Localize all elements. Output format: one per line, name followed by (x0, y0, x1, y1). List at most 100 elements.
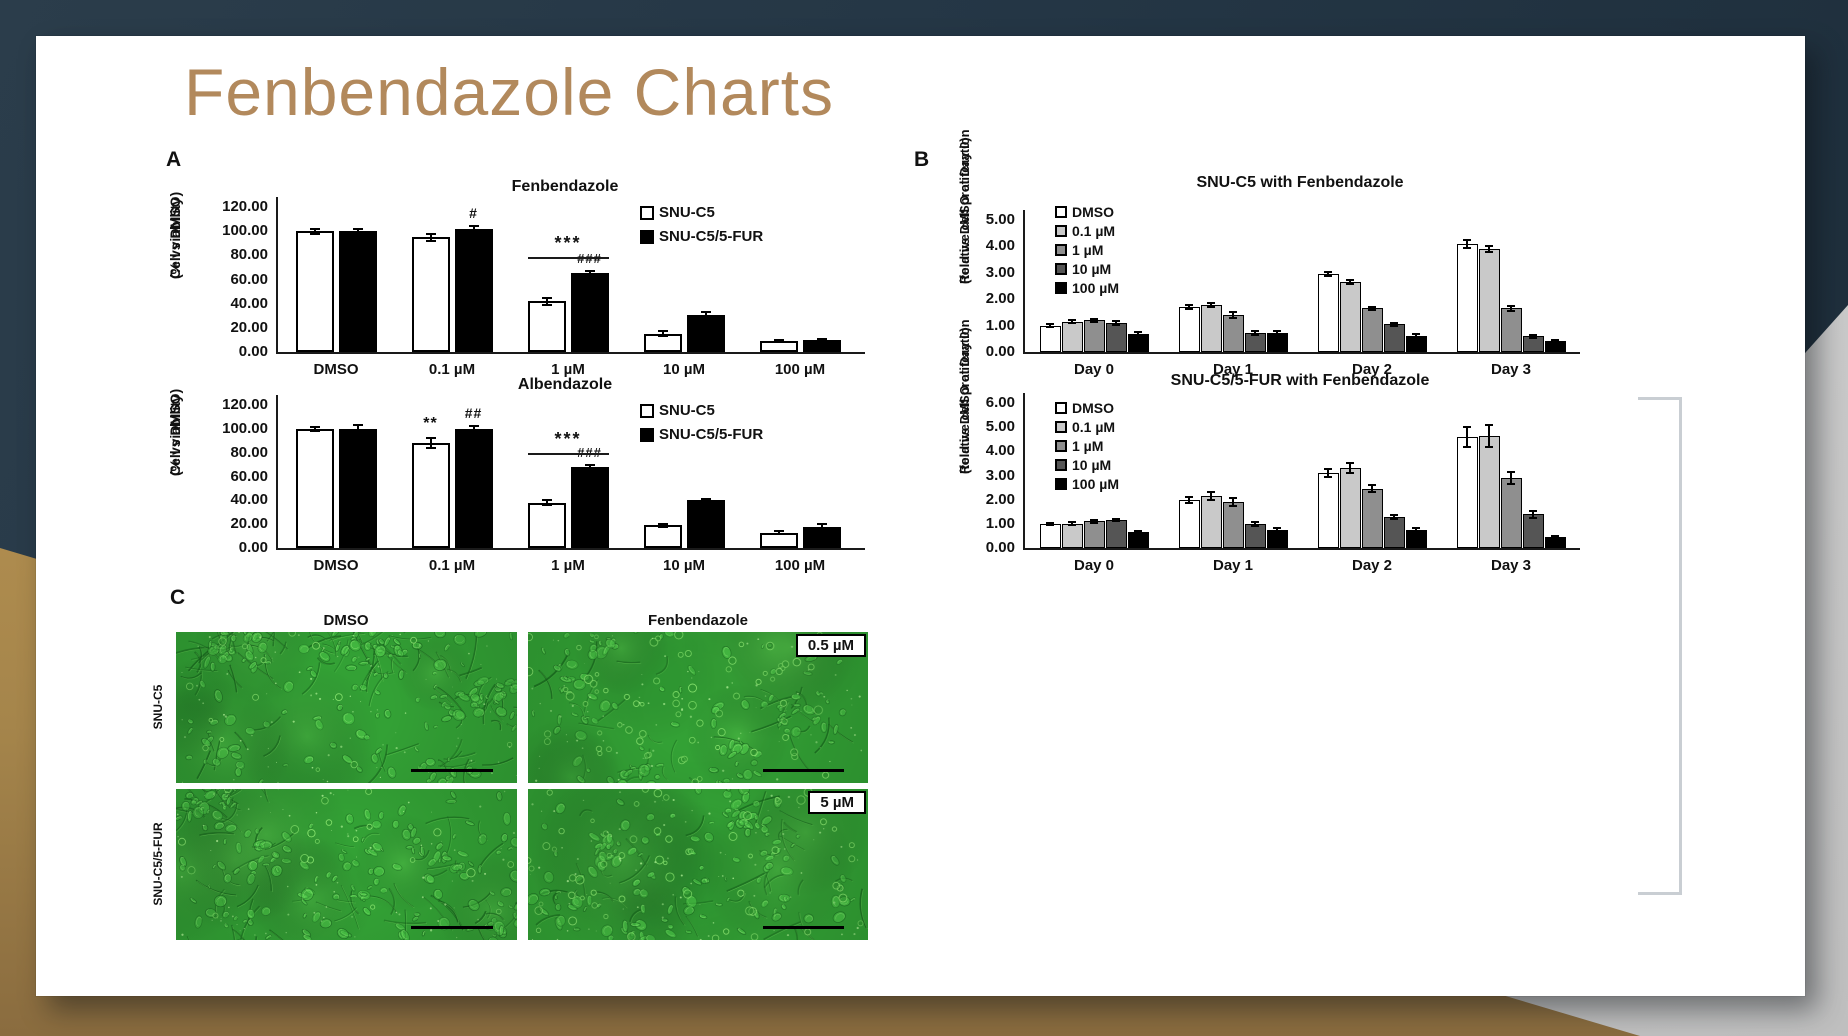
x-category-label: Day 0 (1073, 557, 1115, 574)
error-bar-line (356, 425, 359, 433)
bar-SNU-C5/5-FUR-1 µM (570, 273, 609, 352)
error-bar-line (1188, 305, 1190, 310)
bar-DMSO-Day 3 (1456, 436, 1478, 548)
legend-swatch (640, 229, 654, 244)
error-bar-line (777, 531, 780, 534)
y-tick-label: 3.00 (985, 466, 1015, 484)
error-bar-cap (1529, 333, 1537, 336)
error-bar-cap (584, 270, 595, 273)
y-tick-label: 40.00 (230, 491, 268, 509)
error-bar-cap (773, 341, 784, 344)
error-bar-line (1276, 331, 1278, 335)
bar-SNU-C5-0.1 µM (411, 237, 450, 352)
scale-bar (762, 926, 845, 930)
error-bar-cap (1529, 516, 1537, 519)
legend-label: SNU-C5 (659, 204, 715, 221)
error-bar-cap (309, 429, 320, 432)
error-bar-cap (1412, 530, 1420, 533)
legend-swatch (1055, 206, 1067, 218)
error-bar-line (356, 229, 359, 233)
error-bar-cap (1185, 308, 1193, 311)
error-bar-cap (1324, 275, 1332, 278)
error-bar-cap (352, 431, 363, 434)
legend-label: 10 µM (1072, 457, 1112, 473)
error-bar-line (1093, 519, 1095, 523)
error-bar-cap (657, 330, 668, 333)
x-axis-line (1023, 548, 1580, 550)
error-bar-line (588, 271, 591, 276)
error-bar-cap (1229, 497, 1237, 500)
panel-b-label: B (914, 148, 930, 171)
error-bar-cap (816, 523, 827, 526)
error-bar-line (1415, 334, 1417, 337)
error-bar-line (1554, 339, 1556, 343)
panel-c-col-header-dmso: DMSO (323, 612, 369, 629)
error-bar-cap (1229, 504, 1237, 507)
error-bar-cap (1134, 529, 1142, 532)
panel-a-label: A (166, 148, 182, 171)
error-bar-line (1510, 305, 1512, 312)
error-bar-cap (584, 468, 595, 471)
error-bar-line (1137, 530, 1139, 534)
legend-swatch (1055, 263, 1067, 275)
error-bar-line (1232, 498, 1234, 506)
bar-100 µM-Day 3 (1544, 340, 1566, 352)
micrograph-canvas (528, 632, 868, 783)
error-bar-cap (816, 340, 827, 343)
bar-0.1 µM-Day 2 (1339, 282, 1361, 352)
x-category-label: 1 µM (551, 361, 585, 378)
error-bar-line (1115, 519, 1117, 522)
error-bar-line (313, 427, 316, 431)
x-category-label: Day 1 (1212, 361, 1254, 378)
error-bar-cap (1112, 520, 1120, 523)
error-bar-line (820, 338, 823, 342)
error-bar-cap (1046, 521, 1054, 524)
significance-***: *** (554, 232, 582, 253)
bar-0.1 µM-Day 0 (1061, 523, 1083, 548)
error-bar-cap (1229, 311, 1237, 314)
y-axis-line (1023, 393, 1025, 548)
legend-item-1 µM: 1 µM (1055, 242, 1103, 258)
legend-item-SNU-C5: SNU-C5 (640, 402, 715, 419)
error-bar-cap (1507, 304, 1515, 307)
bar-SNU-C5-10 µM (643, 525, 682, 548)
error-bar-cap (1368, 491, 1376, 494)
error-bar-cap (657, 522, 668, 525)
y-tick-label: 3.00 (985, 263, 1015, 281)
error-bar-cap (1273, 527, 1281, 530)
y-tick-label: 1.00 (985, 514, 1015, 532)
bar-SNU-C5-1 µM (527, 502, 566, 548)
error-bar-cap (816, 527, 827, 530)
y-tick-label: 4.00 (985, 237, 1015, 255)
bar-1 µM-Day 0 (1083, 320, 1105, 352)
scale-bar (762, 769, 845, 773)
legend-swatch (1055, 282, 1067, 294)
y-tick-label: 20.00 (230, 318, 268, 336)
bar-0.1 µM-Day 0 (1061, 321, 1083, 352)
error-bar-cap (773, 532, 784, 535)
error-bar-cap (1507, 482, 1515, 485)
bar-100 µM-Day 1 (1266, 332, 1288, 352)
x-category-label: 0.1 µM (428, 557, 476, 574)
bar-SNU-C5-100 µM (759, 532, 798, 548)
bar-SNU-C5-10 µM (643, 333, 682, 352)
legend-label: 100 µM (1072, 476, 1119, 492)
error-bar-cap (1273, 330, 1281, 333)
error-bar-cap (1112, 518, 1120, 520)
legend-item-DMSO: DMSO (1055, 400, 1114, 416)
bar-10 µM-Day 3 (1522, 336, 1544, 352)
legend-label: 1 µM (1072, 242, 1104, 258)
error-bar-cap (1134, 532, 1142, 535)
micrograph-snuc5-dmso (176, 632, 517, 783)
bar-SNU-C5-1 µM (527, 301, 566, 352)
error-bar-cap (1412, 335, 1420, 338)
error-bar-line (1488, 245, 1490, 253)
error-bar-cap (541, 504, 552, 507)
error-bar-line (429, 438, 432, 448)
legend-swatch (1055, 402, 1067, 414)
error-bar-cap (541, 296, 552, 299)
bar-SNU-C5-100 µM (759, 341, 798, 352)
error-bar-line (545, 500, 548, 506)
error-bar-line (1393, 514, 1395, 519)
error-bar-line (1532, 510, 1534, 518)
